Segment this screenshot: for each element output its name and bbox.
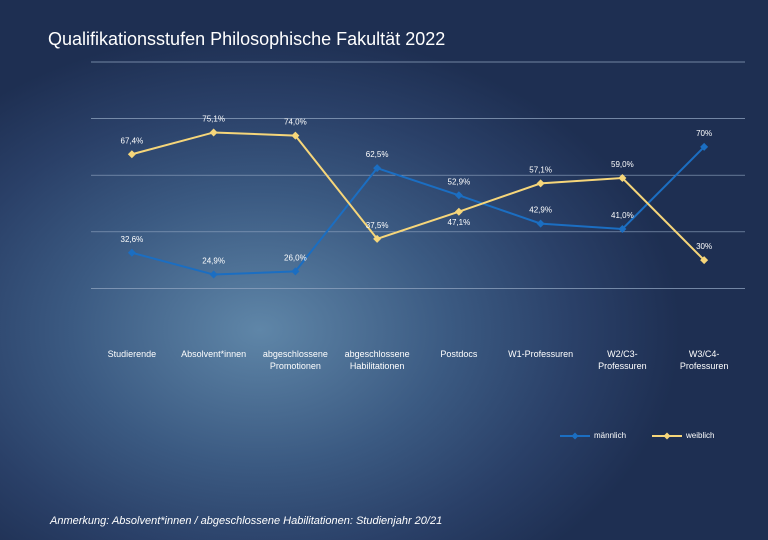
chart-title: Qualifikationsstufen Philosophische Faku… (48, 29, 445, 49)
marker (373, 234, 382, 243)
value-label: 67,4% (121, 136, 144, 145)
value-label: 62,5% (366, 150, 389, 159)
marker (536, 219, 545, 228)
x-tick-label: abgeschlossene Habilitationen (344, 349, 410, 371)
value-label: 59,0% (611, 160, 634, 169)
marker (454, 191, 463, 200)
value-label: 30% (696, 242, 712, 251)
x-tick-label: Postdocs (440, 349, 478, 359)
series-line (131, 131, 705, 261)
marker (291, 131, 300, 140)
value-label: 24,9% (202, 257, 225, 266)
marker (700, 142, 709, 151)
value-label: 26,0% (284, 254, 307, 263)
legend-marker (663, 432, 671, 440)
marker (618, 174, 627, 183)
marker (209, 128, 218, 137)
value-label: 74,0% (284, 118, 307, 127)
value-label: 37,5% (366, 221, 389, 230)
value-label: 32,6% (121, 235, 144, 244)
value-label: 41,0% (611, 211, 634, 220)
value-label: 47,1% (448, 218, 471, 227)
marker (536, 179, 545, 188)
x-tick-label: Absolvent*innen (181, 349, 247, 359)
marker (291, 267, 300, 276)
marker (209, 270, 218, 279)
series-line (131, 146, 705, 276)
annotation: Anmerkung: Absolvent*innen / abgeschloss… (49, 515, 442, 527)
value-label: 75,1% (202, 115, 225, 124)
legend-label: weiblich (685, 431, 714, 440)
x-tick-label: Studierende (107, 349, 157, 359)
value-label: 70% (696, 129, 712, 138)
marker (700, 256, 709, 265)
marker (127, 248, 136, 257)
x-tick-label: abgeschlossene Promotionen (262, 349, 328, 371)
x-tick-label: W2/C3-Professuren (598, 349, 647, 371)
marker (618, 224, 627, 233)
legend-label: männlich (594, 431, 626, 440)
value-label: 57,1% (529, 166, 552, 175)
marker (454, 207, 463, 216)
value-label: 52,9% (448, 177, 471, 186)
x-tick-label: W3/C4-Professuren (679, 349, 729, 371)
marker (373, 164, 382, 173)
x-tick-label: W1-Professuren (508, 349, 574, 359)
marker (127, 150, 136, 159)
legend-marker (571, 432, 579, 440)
value-label: 42,9% (529, 206, 552, 215)
